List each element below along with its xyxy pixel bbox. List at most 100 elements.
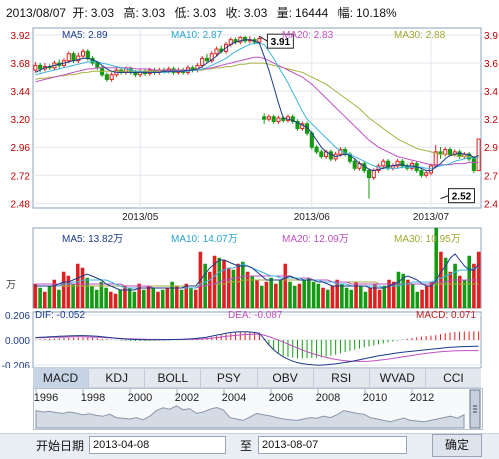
volume-bar xyxy=(245,271,250,309)
volume-bar xyxy=(410,283,415,309)
volume-bar xyxy=(184,283,189,309)
volume-bar xyxy=(146,285,151,309)
vol-ma20-label: MA20: 12.09万 xyxy=(282,234,349,245)
quote-close: 收: 3.03 xyxy=(225,6,268,20)
price-xtick: 2013/05 xyxy=(122,212,159,223)
confirm-button[interactable]: 确定 xyxy=(432,434,482,457)
candle-body xyxy=(290,116,295,123)
candle-body xyxy=(400,160,405,167)
volume-bar xyxy=(467,255,471,309)
price-annotation-label: 3.91 xyxy=(271,37,291,48)
tab-cci[interactable]: CCI xyxy=(443,371,464,385)
price-ytick-right: 3.4 xyxy=(484,87,498,98)
navigator-area xyxy=(35,405,465,429)
volume-bar xyxy=(57,289,61,309)
volume-bar xyxy=(156,291,160,309)
volume-bar xyxy=(358,285,363,309)
candle-body xyxy=(147,69,152,75)
candle-body xyxy=(366,170,372,179)
volume-bar xyxy=(137,283,141,309)
candle-body xyxy=(209,53,214,62)
volume-bar xyxy=(325,289,330,309)
volume-bar xyxy=(264,281,269,309)
indicator-tabs: MACD KDJ BOLL PSY OBV RSI WVAD CCI xyxy=(33,368,481,388)
end-date-input[interactable]: 2013-08-07 xyxy=(258,436,407,454)
price-ma5-label: MA5: 2.89 xyxy=(62,30,108,41)
tab-obv[interactable]: OBV xyxy=(258,369,314,387)
volume-ma5-line xyxy=(35,253,479,291)
candle-body xyxy=(433,151,438,167)
candle-body xyxy=(238,36,243,43)
navigator-year-label: 2006 xyxy=(269,392,293,404)
start-date-input[interactable]: 2013-04-08 xyxy=(89,436,226,454)
candle-body xyxy=(257,38,262,43)
range-navigator[interactable]: 1996 1998 2000 2002 2004 2006 2008 2010 2012 xyxy=(33,388,483,430)
price-ytick-left: 3.20 xyxy=(11,115,31,126)
volume-chart[interactable]: 万 xyxy=(0,226,499,310)
price-annotation-leader xyxy=(259,35,268,42)
candle-body xyxy=(471,158,476,172)
candle-body xyxy=(66,53,71,62)
macd-ytick: -0.206 xyxy=(2,361,31,368)
volume-bar xyxy=(47,285,52,309)
candle-body xyxy=(262,116,267,120)
volume-bar xyxy=(118,289,123,309)
candle-body xyxy=(376,165,381,172)
volume-bar xyxy=(297,283,302,309)
candle-body xyxy=(33,64,38,71)
quote-low: 低: 3.03 xyxy=(174,6,217,20)
volume-bar xyxy=(292,285,297,309)
macd-chart[interactable]: 0.206 0.000 -0.206 xyxy=(0,310,499,368)
volume-bar xyxy=(387,279,391,309)
volume-bar xyxy=(363,291,368,309)
tab-macd[interactable]: MACD xyxy=(33,369,90,387)
volume-bar xyxy=(443,257,448,309)
volume-bar xyxy=(90,285,94,309)
candle-body xyxy=(352,160,357,169)
volume-bar xyxy=(453,263,457,309)
volume-bar xyxy=(415,291,420,309)
candle-body xyxy=(85,50,90,59)
candle-body xyxy=(395,160,400,167)
tab-kdj[interactable]: KDJ xyxy=(89,369,146,387)
price-xtick: 2013/06 xyxy=(294,212,331,223)
tab-boll[interactable]: BOLL xyxy=(145,369,202,387)
navigator-year-label: 2010 xyxy=(363,392,387,404)
volume-bar xyxy=(109,291,113,309)
volume-bar xyxy=(330,285,335,309)
vol-ma30-label: MA30: 10.95万 xyxy=(394,234,461,245)
volume-bar xyxy=(288,281,292,309)
volume-bar xyxy=(43,291,47,309)
volume-bar xyxy=(269,277,273,309)
price-chart[interactable]: 2.48 2.4 2.72 2.7 2.96 2.9 3.20 3.2 3.44 3.4 3.68 3… xyxy=(0,20,499,224)
volume-bar xyxy=(33,283,38,309)
volume-bar xyxy=(434,227,438,309)
volume-bar xyxy=(175,285,179,309)
volume-bar xyxy=(472,263,476,309)
price-ma10-label: MA10: 2.87 xyxy=(171,30,223,41)
volume-bar xyxy=(311,281,316,309)
macd-value-label: MACD: 0.071 xyxy=(416,310,477,321)
navigator-year-label: 2012 xyxy=(410,392,434,404)
volume-bar xyxy=(113,293,118,309)
candle-body xyxy=(319,151,324,158)
navigator-year-label: 2004 xyxy=(222,392,246,404)
price-annotation-leader xyxy=(440,195,449,200)
volume-bar xyxy=(241,261,245,309)
candle-body xyxy=(95,62,100,69)
macd-dif-label: DIF: -0.052 xyxy=(35,310,86,321)
navigator-history-chart: 1996 1998 2000 2002 2004 2006 2008 2010 2012 xyxy=(34,389,481,429)
volume-bar xyxy=(406,279,410,309)
volume-bar xyxy=(396,271,401,309)
candle-body xyxy=(104,74,109,80)
tab-psy[interactable]: PSY xyxy=(201,369,258,387)
candle-body xyxy=(295,121,300,130)
tab-rsi[interactable]: RSI xyxy=(314,369,370,387)
tab-wvad[interactable]: WVAD xyxy=(370,369,426,387)
volume-bar xyxy=(193,289,198,309)
volume-ma10-line xyxy=(35,263,479,289)
macd-ytick: 0.000 xyxy=(5,336,30,347)
candle-body xyxy=(314,146,319,153)
candle-body xyxy=(371,170,376,179)
volume-bar xyxy=(38,287,42,309)
